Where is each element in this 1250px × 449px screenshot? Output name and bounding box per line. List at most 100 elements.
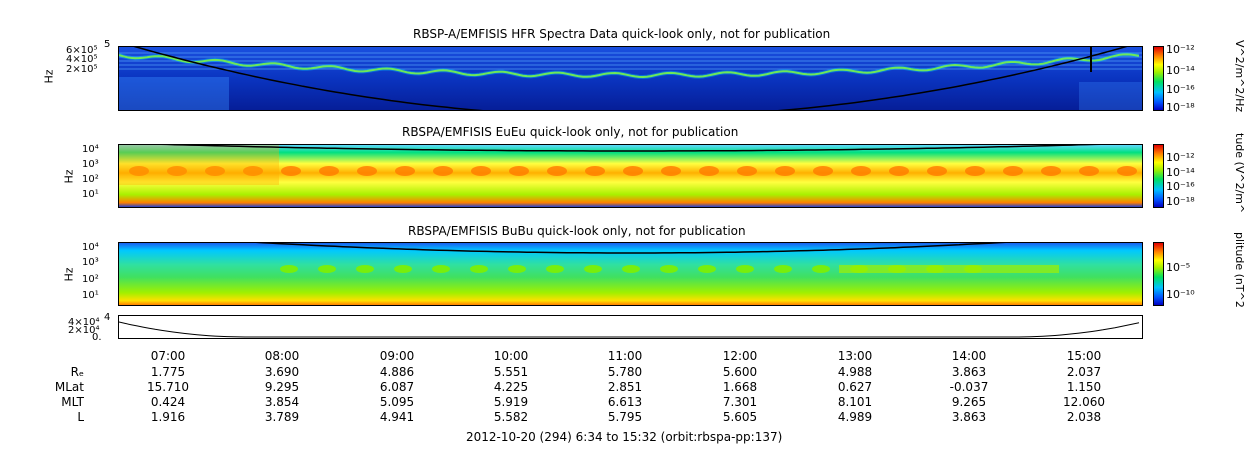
chorus-blob <box>471 166 491 176</box>
chorus-blob <box>1079 166 1099 176</box>
ephemeris-value: 5.919 <box>493 395 529 409</box>
chorus-blob <box>736 265 754 273</box>
chorus-blob <box>547 166 567 176</box>
chorus-blob <box>357 166 377 176</box>
ephemeris-value: 5.095 <box>379 395 415 409</box>
ephemeris-value: -0.037 <box>949 380 989 394</box>
chorus-blob <box>661 166 681 176</box>
ephemeris-value: 7.301 <box>722 395 758 409</box>
ephemeris-value: 4.225 <box>493 380 529 394</box>
noise-patch <box>1079 82 1142 110</box>
panel2-ytick-0: 10⁴ <box>82 144 99 155</box>
upper-hybrid-line <box>119 53 1140 79</box>
ephemeris-value: 15.710 <box>147 380 189 394</box>
ephemeris-value: 5.780 <box>607 365 643 379</box>
ephemeris-value: 6.613 <box>607 395 643 409</box>
panel3-spectrogram <box>118 242 1143 306</box>
panel1-cbtick-2: 10⁻¹⁶ <box>1166 83 1195 96</box>
panel1-spectrogram <box>118 46 1143 111</box>
panel2-colorbar <box>1153 144 1164 208</box>
time-tick-label: 11:00 <box>607 349 643 363</box>
wave-band <box>839 265 1059 273</box>
panel2-ytick-3: 10¹ <box>82 189 99 200</box>
time-tick-label: 10:00 <box>493 349 529 363</box>
chorus-blob <box>660 265 678 273</box>
chorus-blob <box>774 265 792 273</box>
panel1-ytick-2: 2×10⁵ <box>66 64 98 75</box>
panel2-spectrogram <box>118 144 1143 208</box>
chorus-blob <box>927 166 947 176</box>
ephemeris-value: 6.087 <box>379 380 415 394</box>
panel3-ytick-3: 10¹ <box>82 290 99 301</box>
panel2-title: RBSPA/EMFISIS EuEu quick-look only, not … <box>402 125 739 139</box>
panel3-title: RBSPA/EMFISIS BuBu quick-look only, not … <box>408 224 746 238</box>
panel2-ytick-1: 10³ <box>82 159 99 170</box>
panel1-cbtick-0: 10⁻¹² <box>1166 43 1195 56</box>
chorus-blob <box>965 166 985 176</box>
panel3-ytick-1: 10³ <box>82 257 99 268</box>
ephemeris-value: 1.916 <box>150 410 186 424</box>
chorus-blob <box>470 265 488 273</box>
chorus-blob <box>889 166 909 176</box>
panel2-cbtick-3: 10⁻¹⁸ <box>1166 195 1195 208</box>
ephemeris-value: 4.988 <box>837 365 873 379</box>
panel3-colorbar <box>1153 242 1164 306</box>
ephemeris-value: 3.863 <box>951 365 987 379</box>
chorus-blob <box>1117 166 1137 176</box>
panel2-cbtick-0: 10⁻¹² <box>1166 151 1195 164</box>
ephemeris-value: 3.789 <box>264 410 300 424</box>
chorus-blob <box>622 265 640 273</box>
time-tick-label: 12:00 <box>722 349 758 363</box>
chorus-blob <box>508 265 526 273</box>
chorus-blob <box>698 265 716 273</box>
panel1-cbtick-3: 10⁻¹⁸ <box>1166 101 1195 114</box>
ephemeris-value: 2.037 <box>1066 365 1102 379</box>
cyclotron-curve <box>255 243 1007 254</box>
ephemeris-value: 9.295 <box>264 380 300 394</box>
chorus-blob <box>1003 166 1023 176</box>
chorus-blob <box>737 166 757 176</box>
ephemeris-value: 4.886 <box>379 365 415 379</box>
ephemeris-value: 1.775 <box>150 365 186 379</box>
chorus-blob <box>433 166 453 176</box>
chorus-blob <box>319 166 339 176</box>
panel2-cbtick-2: 10⁻¹⁶ <box>1166 180 1195 193</box>
chorus-blob <box>851 166 871 176</box>
time-range-footer: 2012-10-20 (294) 6:34 to 15:32 (orbit:rb… <box>466 430 783 444</box>
chorus-blob <box>584 265 602 273</box>
ephemeris-value: 4.941 <box>379 410 415 424</box>
chorus-blob <box>280 265 298 273</box>
panel3-cbtick-0: 10⁻⁵ <box>1166 261 1191 274</box>
chorus-blob <box>356 265 374 273</box>
time-tick-label: 14:00 <box>951 349 987 363</box>
ephemeris-value: 5.582 <box>493 410 529 424</box>
time-tick-label: 07:00 <box>150 349 186 363</box>
chorus-blob <box>167 166 187 176</box>
chorus-blob <box>205 166 225 176</box>
panel3-ytick-0: 10⁴ <box>82 242 99 253</box>
panel1-ylabel: Hz <box>42 69 56 84</box>
ephemeris-value: 1.668 <box>722 380 758 394</box>
chorus-blob <box>813 166 833 176</box>
panel1-ytick-top: 5 <box>104 39 111 50</box>
chorus-blob <box>509 166 529 176</box>
ephemeris-value: 1.150 <box>1066 380 1102 394</box>
chorus-blob <box>1041 166 1061 176</box>
ephemeris-row-label: Rₑ <box>70 365 84 379</box>
wave-activity <box>119 145 279 185</box>
ephemeris-value: 0.424 <box>150 395 186 409</box>
ephemeris-value: 2.038 <box>1066 410 1102 424</box>
panel3-ylabel: Hz <box>62 267 76 282</box>
panel4-ytick-top: 4 <box>104 312 111 323</box>
ephemeris-row-label: L <box>77 410 84 424</box>
panel2-colorbar-label: tude (V^2/m^ <box>1233 133 1246 214</box>
ephemeris-value: 3.854 <box>264 395 300 409</box>
density-trace <box>119 321 1140 338</box>
panel4-ytick-0: 4×10⁴ <box>68 317 100 328</box>
chorus-blob <box>432 265 450 273</box>
time-tick-label: 13:00 <box>837 349 873 363</box>
chorus-blob <box>699 166 719 176</box>
panel1-cbtick-1: 10⁻¹⁴ <box>1166 64 1195 77</box>
ephemeris-value: 3.690 <box>264 365 300 379</box>
panel1-ytick-0: 6×10⁵ <box>66 45 98 56</box>
